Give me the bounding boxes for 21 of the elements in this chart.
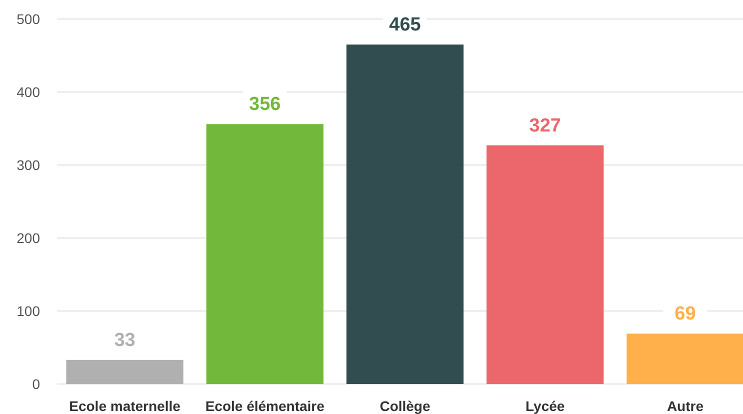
x-tick-label: Autre — [666, 398, 704, 414]
bar — [346, 44, 464, 384]
y-tick-label: 200 — [16, 230, 40, 246]
x-tick-label: Lycée — [526, 398, 565, 414]
bar — [486, 145, 604, 384]
bar — [66, 360, 184, 384]
data-label: 356 — [249, 94, 281, 116]
x-tick-label: Ecole élémentaire — [205, 398, 325, 414]
data-label: 69 — [674, 304, 696, 325]
y-tick-label: 100 — [16, 302, 40, 319]
x-tick-label: Collège — [380, 398, 430, 414]
bar — [206, 124, 324, 384]
y-tick-label: 500 — [16, 10, 40, 27]
y-tick-label: 300 — [16, 156, 40, 173]
data-label: 33 — [114, 330, 136, 351]
y-tick-label: 0 — [32, 376, 40, 392]
x-tick-label: Ecole maternelle — [69, 398, 181, 414]
bar — [626, 334, 743, 384]
y-tick-label: 400 — [16, 84, 40, 100]
data-label: 327 — [529, 115, 561, 136]
data-label: 465 — [389, 14, 422, 36]
